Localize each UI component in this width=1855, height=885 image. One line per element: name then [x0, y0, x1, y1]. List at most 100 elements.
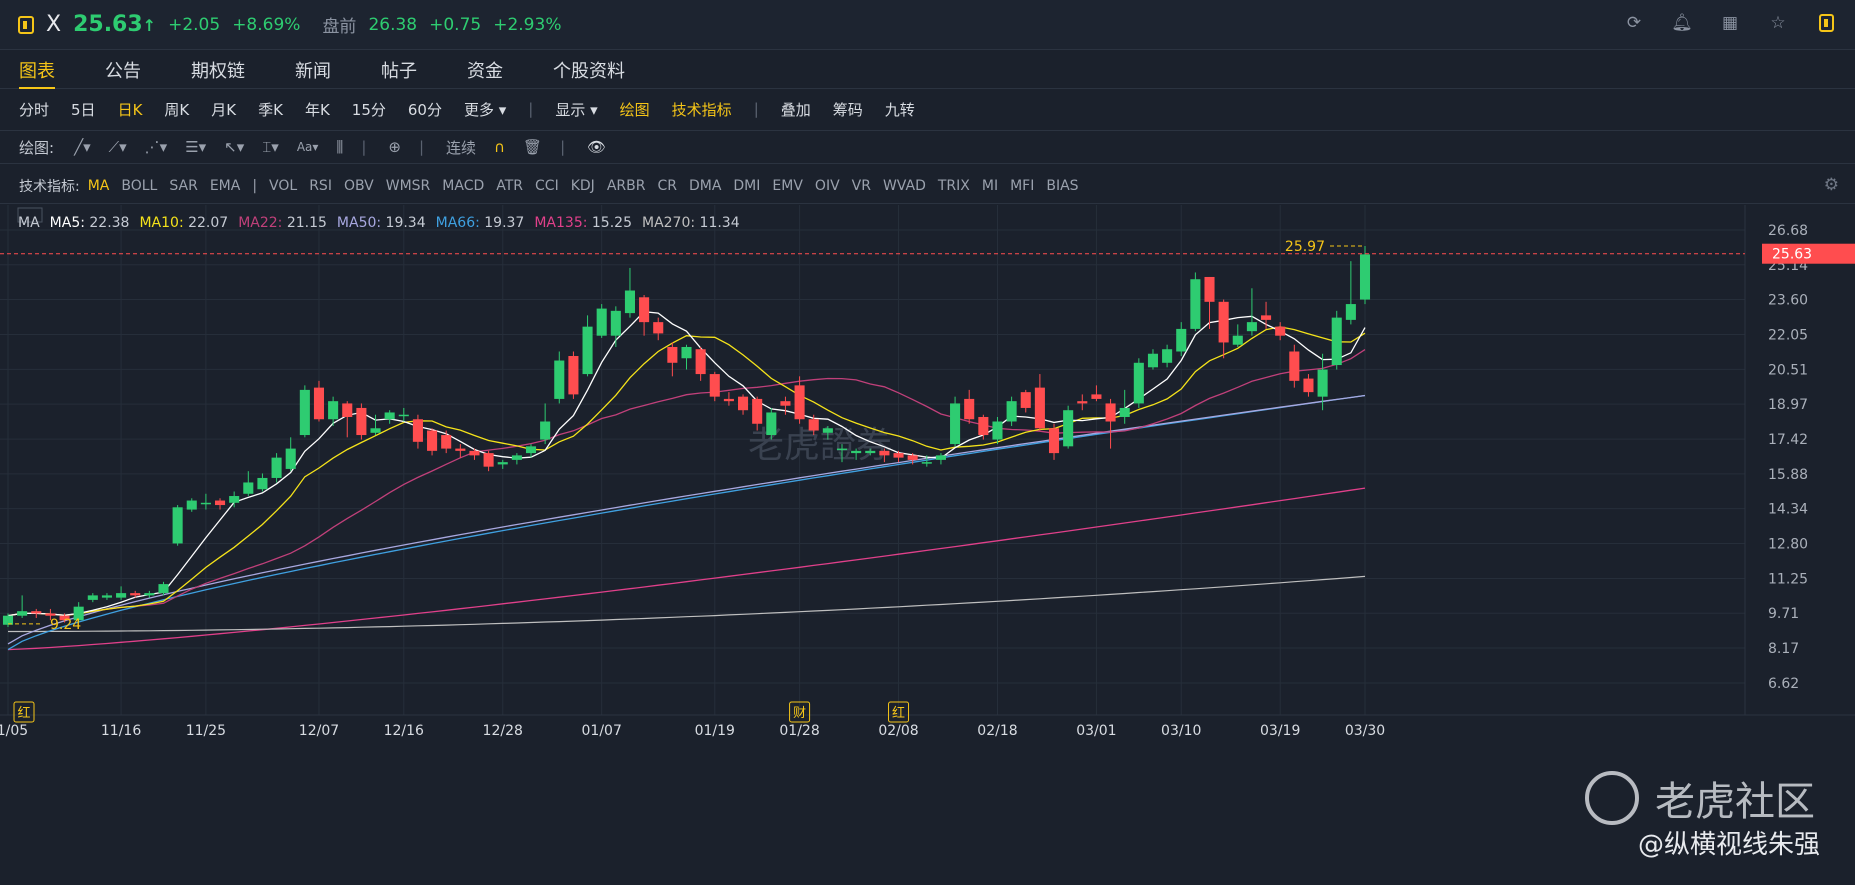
- candle-body[interactable]: [851, 450, 862, 454]
- candle-body[interactable]: [1190, 279, 1201, 329]
- candle-body[interactable]: [1359, 254, 1371, 300]
- candle-body[interactable]: [554, 360, 565, 399]
- candle-body[interactable]: [1345, 304, 1356, 320]
- candle-body[interactable]: [455, 448, 466, 451]
- candle-body[interactable]: [1048, 428, 1060, 454]
- candle-body[interactable]: [1020, 392, 1031, 408]
- candle-body[interactable]: [1034, 387, 1045, 429]
- chips-button[interactable]: 筹码: [832, 100, 863, 119]
- indicators-toggle[interactable]: 技术指标: [671, 100, 732, 119]
- candle-body[interactable]: [172, 507, 183, 544]
- candle-body[interactable]: [1006, 401, 1017, 422]
- candle-body[interactable]: [766, 412, 777, 436]
- layout-icon[interactable]: [1815, 12, 1837, 34]
- indicator-mfi[interactable]: MFI: [1010, 177, 1035, 194]
- indicator-atr[interactable]: ATR: [496, 177, 524, 194]
- text-cursor-tool-icon[interactable]: ⌶▾: [262, 138, 279, 156]
- period-intraday[interactable]: 分时: [19, 100, 50, 119]
- candle-body[interactable]: [257, 477, 268, 490]
- candle-body[interactable]: [1232, 335, 1243, 345]
- candle-body[interactable]: [299, 389, 310, 436]
- candle-body[interactable]: [313, 387, 325, 420]
- candle-body[interactable]: [328, 401, 339, 420]
- candle-body[interactable]: [370, 428, 381, 433]
- indicator-cr[interactable]: CR: [657, 177, 677, 194]
- indicator-obv[interactable]: OBV: [343, 177, 374, 194]
- star-icon[interactable]: ☆: [1770, 13, 1786, 33]
- tab-options-chain[interactable]: 期权链: [191, 61, 245, 82]
- candle-body[interactable]: [907, 455, 918, 460]
- candle-body[interactable]: [130, 593, 141, 596]
- candle-body[interactable]: [17, 611, 28, 616]
- indicator-rsi[interactable]: RSI: [309, 177, 332, 194]
- tab-chart[interactable]: 图表: [19, 51, 55, 89]
- period-weekly[interactable]: 周K: [164, 100, 190, 119]
- indicator-kdj[interactable]: KDJ: [570, 177, 595, 194]
- indicator-sar[interactable]: SAR: [169, 177, 198, 194]
- candle-body[interactable]: [1289, 351, 1300, 381]
- candle-body[interactable]: [229, 496, 240, 503]
- tab-news[interactable]: 新闻: [295, 61, 331, 82]
- period-yearly[interactable]: 年K: [304, 100, 330, 119]
- candle-body[interactable]: [186, 500, 197, 510]
- candle-body[interactable]: [667, 346, 678, 363]
- line-tool-icon[interactable]: ╱▾: [74, 138, 91, 156]
- period-5day[interactable]: 5日: [71, 100, 96, 119]
- drawing-toggle[interactable]: 绘图: [619, 100, 650, 119]
- candle-body[interactable]: [469, 450, 480, 456]
- chart-canvas[interactable]: 26.6825.1423.6022.0520.5118.9717.4215.88…: [0, 205, 1855, 885]
- candle-body[interactable]: [836, 448, 848, 451]
- indicator-ma[interactable]: MA: [87, 177, 110, 194]
- candle-body[interactable]: [780, 401, 791, 406]
- candle-body[interactable]: [342, 403, 353, 417]
- candle-body[interactable]: [752, 398, 763, 424]
- candle-body[interactable]: [1147, 353, 1159, 368]
- candle-body[interactable]: [639, 297, 650, 323]
- candle-body[interactable]: [709, 374, 720, 397]
- sidebar-toggle-icon[interactable]: [18, 15, 34, 34]
- indicator-boll[interactable]: BOLL: [121, 177, 158, 194]
- event-marker[interactable]: [789, 701, 811, 723]
- candle-body[interactable]: [1218, 301, 1229, 343]
- candle-body[interactable]: [723, 398, 734, 402]
- measure-tool-icon[interactable]: ⫼: [336, 138, 344, 156]
- tab-posts[interactable]: 帖子: [381, 61, 417, 82]
- candle-body[interactable]: [794, 385, 805, 420]
- candle-body[interactable]: [879, 450, 890, 456]
- magnet-icon[interactable]: ∩: [494, 138, 506, 156]
- candle-body[interactable]: [1303, 378, 1314, 393]
- period-more-dropdown[interactable]: 更多 ▾: [463, 100, 507, 119]
- arrow-tool-icon[interactable]: ↖▾: [224, 138, 245, 156]
- indicator-bias[interactable]: BIAS: [1046, 177, 1079, 194]
- candle-body[interactable]: [144, 593, 155, 596]
- candle-body[interactable]: [87, 595, 98, 600]
- trash-icon[interactable]: 🗑︎: [523, 138, 543, 156]
- candle-body[interactable]: [59, 615, 70, 621]
- indicator-dma[interactable]: DMA: [688, 177, 722, 194]
- candle-body[interactable]: [1261, 315, 1272, 320]
- overlay-button[interactable]: 叠加: [780, 100, 811, 119]
- grid-icon[interactable]: ▦: [1721, 13, 1739, 33]
- candle-body[interactable]: [1317, 369, 1328, 397]
- candle-body[interactable]: [1105, 403, 1116, 422]
- candlestick-chart[interactable]: MA MA5: 22.38 MA10: 22.07 MA22: 21.15 MA50: …: [0, 205, 1855, 885]
- candle-body[interactable]: [1119, 407, 1130, 417]
- polyline-tool-icon[interactable]: ⟋▾: [108, 138, 127, 156]
- candle-body[interactable]: [695, 349, 706, 375]
- candle-body[interactable]: [441, 435, 452, 449]
- candle-body[interactable]: [200, 502, 211, 505]
- candle-body[interactable]: [893, 453, 904, 458]
- candle-body[interactable]: [271, 457, 282, 478]
- td-sequential-button[interactable]: 九转: [884, 100, 915, 119]
- tab-capital[interactable]: 资金: [467, 61, 503, 82]
- display-dropdown[interactable]: 显示 ▾: [555, 100, 598, 119]
- candle-body[interactable]: [582, 326, 593, 375]
- candle-body[interactable]: [808, 419, 819, 431]
- indicator-oiv[interactable]: OIV: [814, 177, 840, 194]
- candle-body[interactable]: [540, 421, 551, 440]
- candle-body[interactable]: [1246, 322, 1257, 332]
- fibonacci-tool-icon[interactable]: ☰▾: [185, 138, 207, 156]
- wave-tool-icon[interactable]: ⋰▾: [144, 138, 168, 156]
- candle-body[interactable]: [384, 412, 395, 420]
- period-15min[interactable]: 15分: [351, 100, 386, 119]
